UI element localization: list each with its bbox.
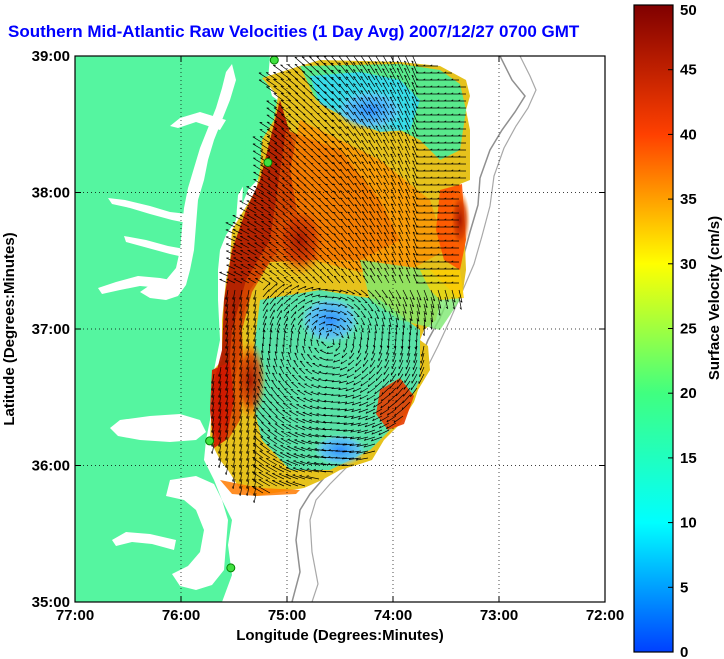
colorbar-tick-label: 40 bbox=[680, 126, 697, 143]
grid-lines bbox=[75, 56, 605, 602]
bathymetry-contour-2 bbox=[309, 56, 537, 602]
chart-title: Southern Mid-Atlantic Raw Velocities (1 … bbox=[8, 22, 580, 41]
x-tick-label: 74:00 bbox=[374, 607, 412, 624]
y-tick-label: 35:00 bbox=[32, 594, 70, 611]
upper-bay-rivers bbox=[170, 112, 226, 130]
y-axis: 35:00 36:00 37:00 38:00 39:00 bbox=[32, 48, 605, 611]
pamlico-sound bbox=[166, 476, 228, 590]
colorbar-tick-label: 0 bbox=[680, 644, 688, 659]
colorbar-tick-label: 15 bbox=[680, 450, 697, 467]
land-mass bbox=[75, 56, 282, 602]
station-marker bbox=[269, 56, 279, 65]
y-axis-label: Latitude (Degrees:Minutes) bbox=[1, 232, 18, 425]
york-james-river bbox=[98, 276, 182, 294]
colorbar bbox=[633, 4, 674, 653]
albemarle-sound bbox=[110, 414, 206, 442]
colorbar-tick-label: 5 bbox=[680, 579, 688, 596]
rappahannock-river bbox=[124, 236, 190, 258]
x-axis: 77:00 76:00 75:00 74:00 73:00 72:00 bbox=[56, 56, 624, 624]
y-tick-label: 37:00 bbox=[32, 321, 70, 338]
x-tick-label: 73:00 bbox=[480, 607, 518, 624]
colorbar-tick-label: 50 bbox=[680, 2, 697, 19]
station-markers bbox=[205, 56, 279, 573]
y-tick-label: 36:00 bbox=[32, 458, 70, 475]
colorbar-tick-label: 30 bbox=[680, 256, 697, 273]
colorbar-label: Surface Velocity (cm/s) bbox=[706, 216, 723, 380]
velocity-vectors bbox=[211, 56, 466, 503]
colorbar-tick-label: 25 bbox=[680, 321, 697, 338]
neuse-river bbox=[112, 532, 176, 550]
colorbar-tick-label: 10 bbox=[680, 515, 697, 532]
y-tick-label: 38:00 bbox=[32, 185, 70, 202]
station-marker bbox=[263, 157, 273, 167]
vector-arrows bbox=[211, 56, 466, 503]
x-tick-label: 72:00 bbox=[586, 607, 624, 624]
x-tick-label: 77:00 bbox=[56, 607, 94, 624]
y-tick-label: 39:00 bbox=[32, 48, 70, 65]
colorbar-tick-label: 45 bbox=[680, 62, 697, 79]
x-tick-label: 76:00 bbox=[162, 607, 200, 624]
x-axis-label: Longitude (Degrees:Minutes) bbox=[236, 627, 444, 644]
bathymetry-contour-1 bbox=[291, 56, 526, 602]
colorbar-tick-label: 35 bbox=[680, 191, 697, 208]
x-tick-label: 75:00 bbox=[268, 607, 306, 624]
station-marker bbox=[226, 563, 236, 573]
colorbar-ticks: 0 5 10 15 20 25 30 35 40 45 50 bbox=[668, 2, 697, 659]
potomac-river bbox=[108, 198, 196, 224]
colorbar-tick-label: 20 bbox=[680, 385, 697, 402]
station-marker bbox=[205, 436, 215, 446]
